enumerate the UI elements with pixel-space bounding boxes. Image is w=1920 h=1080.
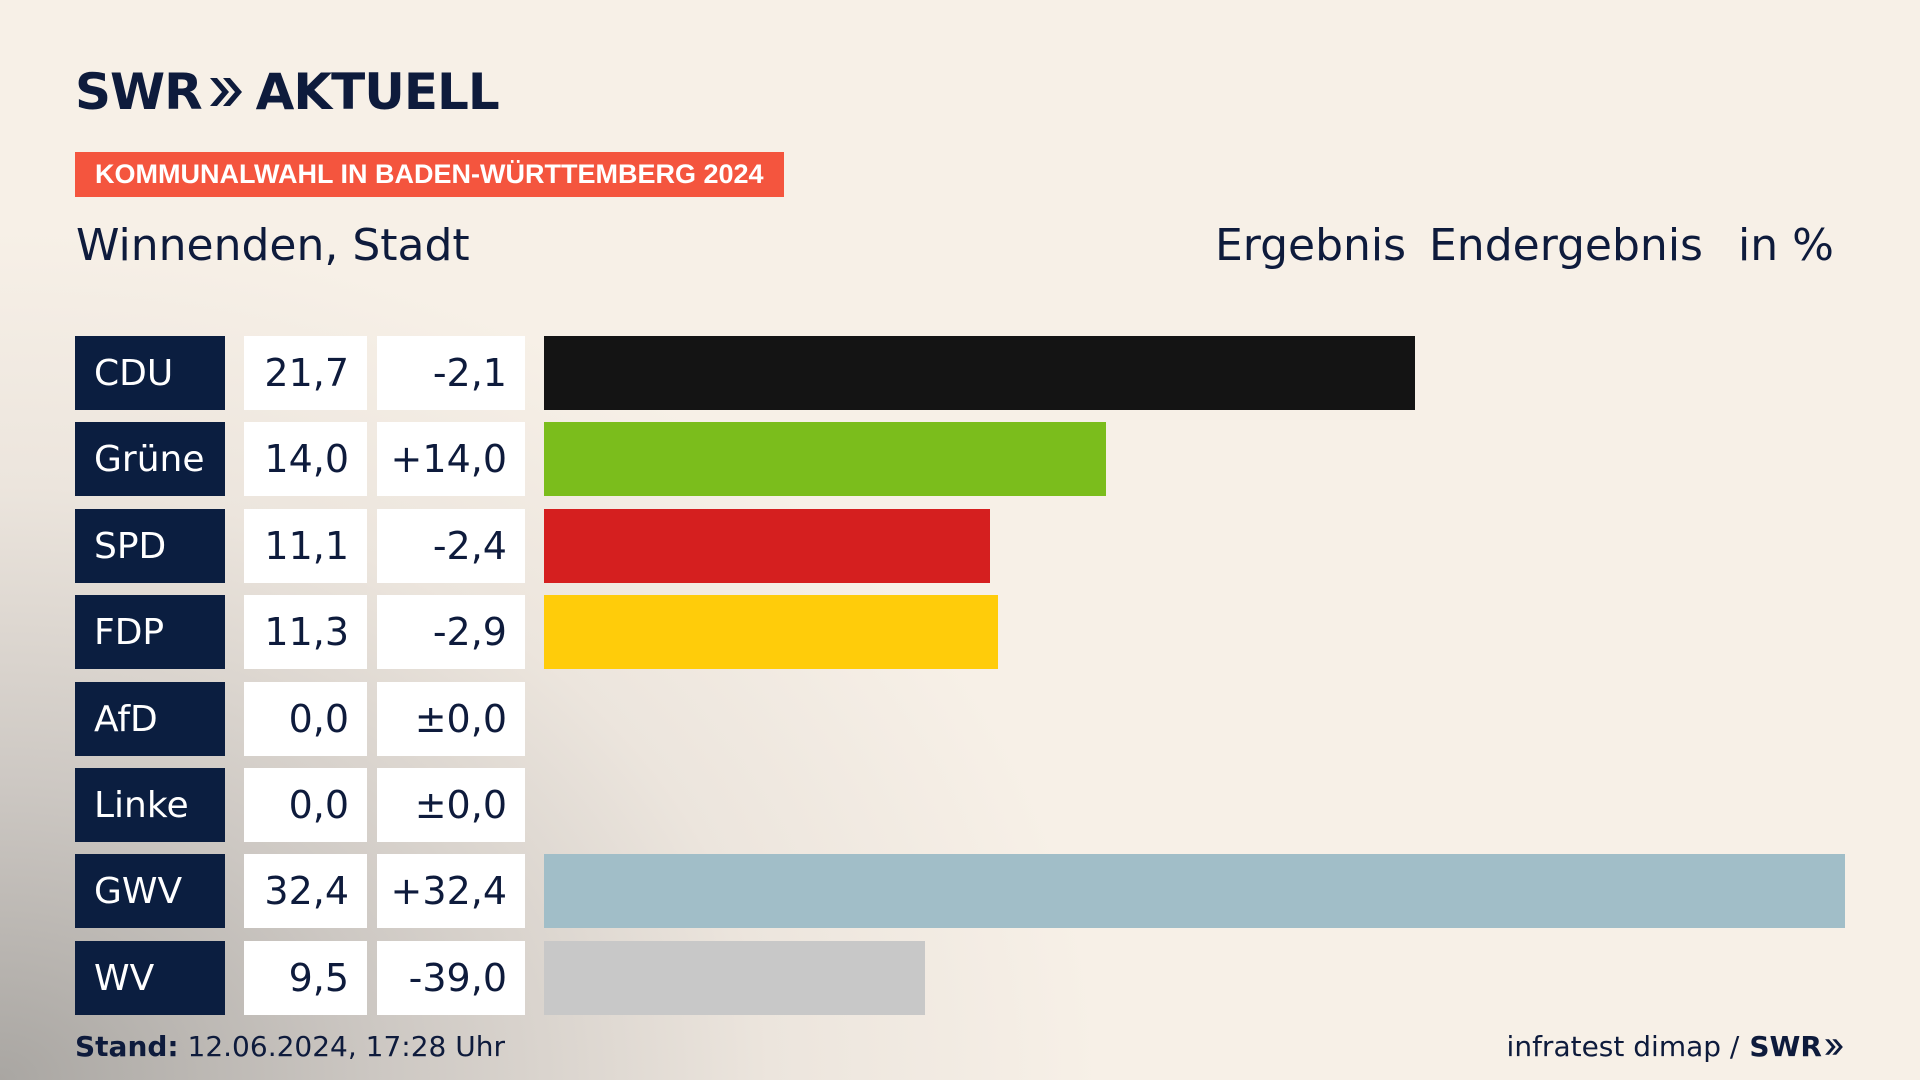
- place-title: Winnenden, Stadt: [76, 220, 470, 271]
- result-diff: -2,4: [377, 509, 525, 583]
- result-bar: [544, 336, 1415, 410]
- party-label: CDU: [75, 336, 225, 410]
- party-label: SPD: [75, 509, 225, 583]
- result-value: 0,0: [244, 682, 367, 756]
- header-endergebnis: Endergebnis: [1429, 220, 1703, 271]
- logo-aktuell-text: AKTUELL: [255, 63, 500, 121]
- result-value: 9,5: [244, 941, 367, 1015]
- result-diff: ±0,0: [377, 768, 525, 842]
- result-bar: [544, 509, 990, 583]
- party-label: GWV: [75, 854, 225, 928]
- party-label: Linke: [75, 768, 225, 842]
- result-diff: -2,9: [377, 595, 525, 669]
- header-ergebnis: Ergebnis: [1215, 220, 1407, 271]
- footer-stand: Stand: 12.06.2024, 17:28 Uhr: [75, 1030, 505, 1063]
- footer-source: infratest dimap / SWR: [1507, 1030, 1844, 1063]
- election-tag: KOMMUNALWAHL IN BADEN-WÜRTTEMBERG 2024: [75, 152, 784, 197]
- swr-aktuell-logo: SWR AKTUELL: [75, 62, 500, 122]
- result-value: 11,3: [244, 595, 367, 669]
- result-bar: [544, 941, 925, 1015]
- result-value: 21,7: [244, 336, 367, 410]
- result-bar: [544, 854, 1845, 928]
- double-chevron-icon: [208, 75, 244, 109]
- source-text: infratest dimap /: [1506, 1030, 1740, 1063]
- stand-label: Stand:: [75, 1030, 179, 1063]
- result-diff: +32,4: [377, 854, 525, 928]
- party-label: WV: [75, 941, 225, 1015]
- result-bar: [544, 422, 1106, 496]
- source-swr-logo: SWR: [1749, 1030, 1844, 1063]
- result-diff: -39,0: [377, 941, 525, 1015]
- header-unit: in %: [1738, 220, 1834, 271]
- result-value: 0,0: [244, 768, 367, 842]
- result-value: 11,1: [244, 509, 367, 583]
- source-chevron-icon: [1825, 1038, 1843, 1055]
- party-label: AfD: [75, 682, 225, 756]
- result-bar: [544, 595, 998, 669]
- logo-swr-text: SWR: [75, 63, 203, 121]
- result-diff: ±0,0: [377, 682, 525, 756]
- result-diff: -2,1: [377, 336, 525, 410]
- stand-value: 12.06.2024, 17:28 Uhr: [187, 1030, 505, 1063]
- party-label: FDP: [75, 595, 225, 669]
- result-value: 14,0: [244, 422, 367, 496]
- source-swr-text: SWR: [1749, 1030, 1822, 1063]
- result-diff: +14,0: [377, 422, 525, 496]
- party-label: Grüne: [75, 422, 225, 496]
- result-value: 32,4: [244, 854, 367, 928]
